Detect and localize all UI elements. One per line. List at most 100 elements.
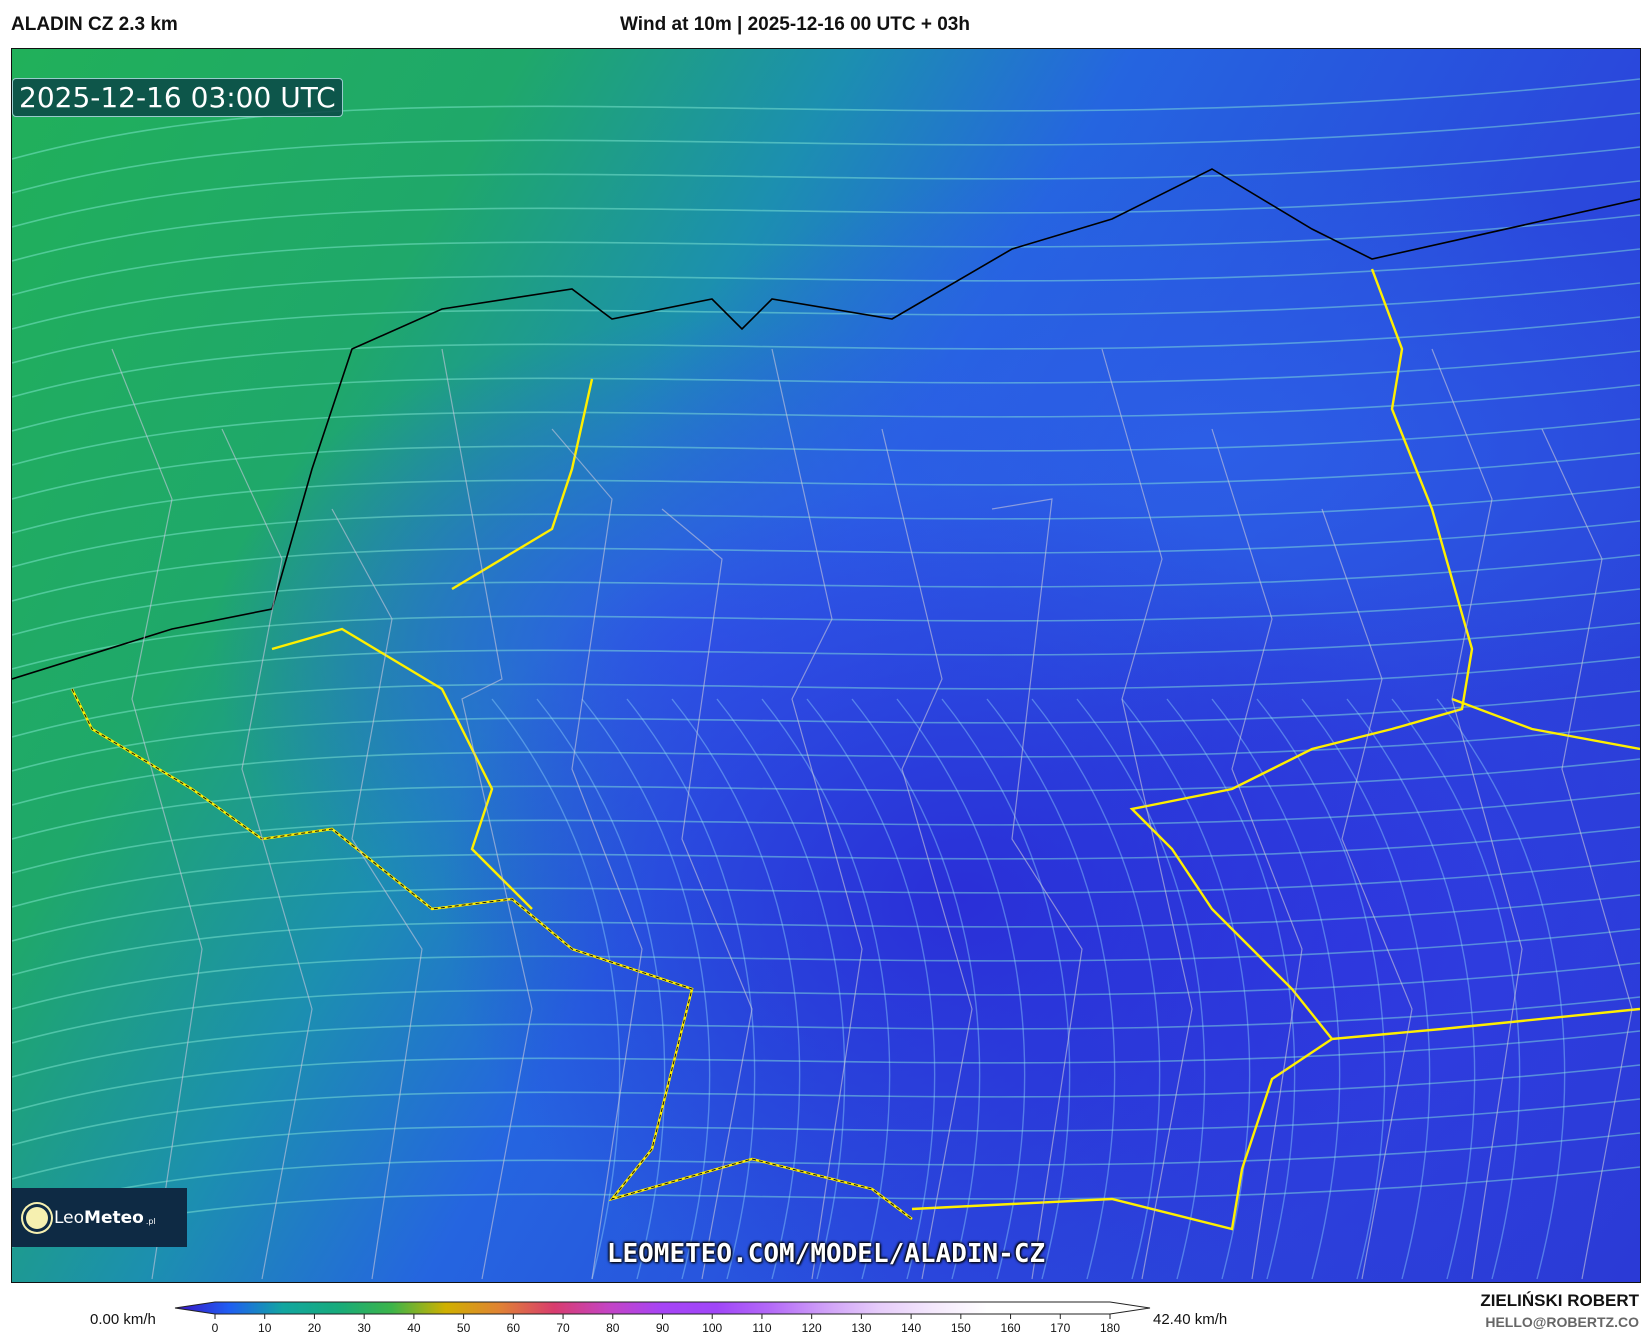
streamline <box>12 690 1640 772</box>
region-border <box>1101 348 1193 1280</box>
streamline <box>12 724 1640 806</box>
streamline <box>12 860 1640 942</box>
region-border <box>111 348 203 1280</box>
country-border <box>1129 268 1640 1041</box>
logo-text-bold: Meteo <box>84 1207 144 1228</box>
colorbar-tick-label: 0 <box>211 1321 219 1335</box>
country-border <box>911 1038 1333 1231</box>
colorbar-tick-label: 110 <box>752 1321 772 1335</box>
colorbar-max-label: 42.40 km/h <box>1153 1311 1228 1328</box>
country-border <box>1451 697 1640 751</box>
region-border <box>1431 348 1523 1280</box>
region-border <box>661 508 753 1280</box>
colorbar-gradient <box>174 1301 1151 1315</box>
streamline <box>12 316 1640 398</box>
streamline <box>1166 698 1296 1280</box>
colorbar-tick-label: 70 <box>556 1321 570 1335</box>
wind-map: 2025-12-16 03:00 UTC Leo Meteo .pl LEOMETE… <box>11 48 1641 1283</box>
watermark: LEOMETEO.COM/MODEL/ALADIN-CZ <box>606 1239 1046 1269</box>
streamline <box>581 698 711 1280</box>
colorbar-tick-label: 30 <box>357 1321 371 1335</box>
colorbar-tick-label: 140 <box>901 1321 922 1335</box>
streamline <box>896 698 1026 1280</box>
region-border <box>991 498 1083 1280</box>
model-name: ALADIN CZ 2.3 km <box>11 14 178 35</box>
logo-suffix: .pl <box>145 1217 156 1226</box>
coastline <box>12 168 1640 680</box>
colorbar-tick-label: 170 <box>1050 1321 1071 1335</box>
streamline <box>716 698 846 1280</box>
streamline <box>12 1166 1640 1248</box>
streamline <box>1301 698 1431 1280</box>
streamline <box>12 452 1640 534</box>
colorbar <box>174 1301 1151 1319</box>
streamline <box>12 520 1640 602</box>
streamline <box>671 698 801 1280</box>
region-border <box>1321 508 1413 1280</box>
streamline <box>12 656 1640 738</box>
sun-icon <box>26 1206 48 1229</box>
streamline <box>12 418 1640 500</box>
colorbar-tick-label: 80 <box>606 1321 620 1335</box>
chart-title: Wind at 10m | 2025-12-16 00 UTC + 03h <box>620 14 970 35</box>
author-name: ZIELIŃSKI ROBERT <box>1480 1291 1639 1310</box>
region-border <box>771 348 863 1280</box>
colorbar-tick-label: 40 <box>407 1321 421 1335</box>
colorbar-tick-label: 90 <box>655 1321 670 1335</box>
streamline <box>12 214 1640 296</box>
colorbar-tick-label: 50 <box>456 1321 471 1335</box>
streamline <box>626 698 756 1280</box>
author-email: HELLO@ROBERTZ.CO <box>1485 1314 1639 1330</box>
streamline <box>12 826 1640 908</box>
colorbar-tick-label: 60 <box>506 1321 521 1335</box>
region-border <box>1541 428 1633 1280</box>
streamline <box>12 894 1640 976</box>
colorbar-tick-label: 100 <box>702 1321 723 1335</box>
streamline <box>12 622 1640 704</box>
country-border <box>271 627 533 910</box>
streamline <box>761 698 891 1280</box>
streamline <box>941 698 1071 1280</box>
colorbar-min-label: 0.00 km/h <box>90 1311 156 1328</box>
region-border <box>1211 428 1303 1280</box>
streamline <box>12 1098 1640 1180</box>
streamline <box>1391 698 1521 1280</box>
streamline <box>536 698 666 1280</box>
streamline <box>12 1132 1640 1214</box>
streamline <box>12 180 1640 262</box>
streamline <box>12 112 1640 194</box>
colorbar-tick-label: 10 <box>258 1321 272 1335</box>
streamline <box>1436 698 1566 1280</box>
streamline <box>12 384 1640 466</box>
streamline <box>12 282 1640 364</box>
leometeo-logo: Leo Meteo .pl <box>12 1188 187 1247</box>
region-border <box>221 428 313 1280</box>
map-overlay <box>12 78 1640 1280</box>
streamline <box>1211 698 1341 1280</box>
streamline <box>12 962 1640 1044</box>
valid-time-label: 2025-12-16 03:00 UTC <box>12 78 343 117</box>
streamline <box>12 792 1640 874</box>
region-border <box>441 348 533 1280</box>
streamline <box>1031 698 1161 1280</box>
streamline <box>491 698 621 1280</box>
streamline <box>1346 698 1476 1280</box>
country-border <box>451 378 594 591</box>
streamline <box>1076 698 1206 1280</box>
logo-text-light: Leo <box>54 1207 85 1228</box>
streamline <box>986 698 1116 1280</box>
streamline <box>12 928 1640 1010</box>
streamline <box>12 554 1640 636</box>
region-border <box>331 508 423 1280</box>
region-border <box>881 428 973 1280</box>
colorbar-tick-label: 150 <box>950 1321 971 1335</box>
colorbar-tick-label: 20 <box>307 1321 322 1335</box>
streamline <box>12 78 1640 160</box>
streamline <box>1121 698 1251 1280</box>
streamline <box>12 248 1640 330</box>
streamline <box>12 1030 1640 1112</box>
streamline <box>12 486 1640 568</box>
region-border <box>551 428 643 1280</box>
colorbar-tick-label: 160 <box>1000 1321 1021 1335</box>
streamline <box>851 698 981 1280</box>
